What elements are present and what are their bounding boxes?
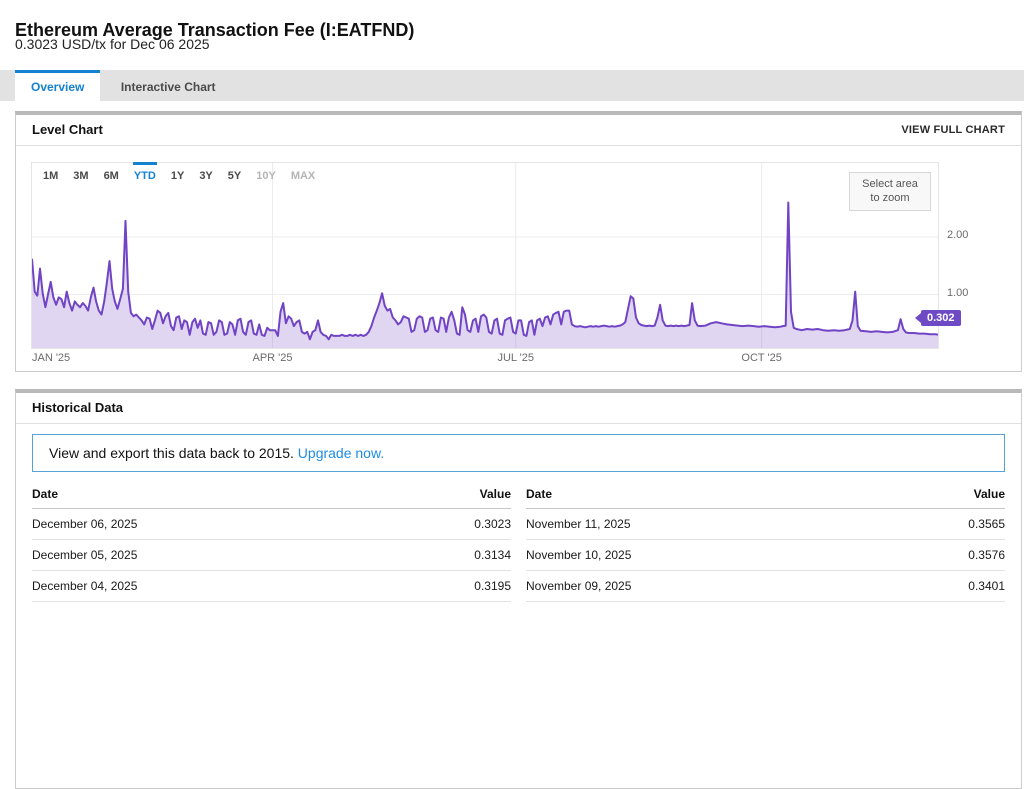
page-subtitle: 0.3023 USD/tx for Dec 06 2025 xyxy=(15,36,210,52)
table-row: December 04, 2025 0.3195 xyxy=(32,570,511,602)
tab-interactive-chart[interactable]: Interactive Chart xyxy=(120,80,216,94)
x-axis-tick-label: APR '25 xyxy=(252,352,293,364)
column-header-date: Date xyxy=(32,478,388,509)
column-header-date: Date xyxy=(526,478,882,509)
chart-wrap: 1M 3M 6M YTD 1Y 3Y 5Y 10Y MAX Select area to zoo… xyxy=(16,146,1021,370)
value-cell: 0.3576 xyxy=(881,539,1005,571)
value-cell: 0.3565 xyxy=(881,508,1005,540)
historical-table-right: Date Value November 11, 2025 0.3565 November… xyxy=(526,478,1005,602)
range-button-10y: 10Y xyxy=(256,170,276,182)
value-cell: 0.3195 xyxy=(387,570,511,602)
upgrade-banner: View and export this data back to 2015. … xyxy=(32,434,1005,472)
column-header-value: Value xyxy=(881,478,1005,509)
x-axis-tick-label: JUL '25 xyxy=(497,352,535,364)
value-cell: 0.3134 xyxy=(387,539,511,571)
historical-table-left: Date Value December 06, 2025 0.3023 December… xyxy=(32,478,511,602)
x-axis-tick-label: JAN '25 xyxy=(32,352,71,364)
level-chart-svg xyxy=(32,163,938,348)
table-row: November 09, 2025 0.3401 xyxy=(526,570,1005,602)
historical-data-title: Historical Data xyxy=(32,400,124,415)
value-cell: 0.3401 xyxy=(881,570,1005,602)
current-value-badge: 0.302 xyxy=(915,310,961,326)
y-axis-tick-label: 1.00 xyxy=(947,286,969,299)
range-button-1y[interactable]: 1Y xyxy=(170,170,185,182)
range-button-3y[interactable]: 3Y xyxy=(199,170,213,182)
table-row: November 10, 2025 0.3576 xyxy=(526,539,1005,571)
tab-bar: Overview Interactive Chart xyxy=(0,70,1024,101)
tab-overview[interactable]: Overview xyxy=(15,70,101,101)
value-cell: 0.3023 xyxy=(387,508,511,540)
table-row: December 05, 2025 0.3134 xyxy=(32,539,511,571)
range-selector: 1M 3M 6M YTD 1Y 3Y 5Y 10Y MAX xyxy=(42,162,329,184)
date-cell: November 10, 2025 xyxy=(526,539,882,571)
level-chart-header: Level Chart VIEW FULL CHART xyxy=(16,115,1021,146)
table-row: December 06, 2025 0.3023 xyxy=(32,508,511,540)
range-button-6m[interactable]: 6M xyxy=(103,170,119,182)
range-button-ytd[interactable]: YTD xyxy=(132,162,157,182)
upgrade-text: View and export this data back to 2015. xyxy=(49,445,294,461)
chart-plot-area[interactable]: 1M 3M 6M YTD 1Y 3Y 5Y 10Y MAX Select area to zoo… xyxy=(31,162,939,349)
table-row: November 11, 2025 0.3565 xyxy=(526,508,1005,540)
range-button-5y[interactable]: 5Y xyxy=(227,170,242,182)
y-axis-tick-label: 2.00 xyxy=(947,229,969,241)
date-cell: November 11, 2025 xyxy=(526,508,882,540)
range-button-1m[interactable]: 1M xyxy=(43,170,59,182)
date-cell: December 05, 2025 xyxy=(32,539,388,571)
view-full-chart-link[interactable]: VIEW FULL CHART xyxy=(901,124,1005,136)
date-cell: December 04, 2025 xyxy=(32,570,388,602)
historical-tables: Date Value December 06, 2025 0.3023 December… xyxy=(16,472,1021,602)
date-cell: November 09, 2025 xyxy=(526,570,882,602)
range-button-max: MAX xyxy=(290,170,316,182)
column-header-value: Value xyxy=(387,478,511,509)
date-cell: December 06, 2025 xyxy=(32,508,388,540)
level-chart-title: Level Chart xyxy=(32,122,103,137)
historical-data-panel: Historical Data View and export this dat… xyxy=(15,389,1022,789)
level-chart-panel: Level Chart VIEW FULL CHART 1M 3M 6M YTD 1Y 3… xyxy=(15,111,1022,372)
range-button-3m[interactable]: 3M xyxy=(73,170,89,182)
page-title: Ethereum Average Transaction Fee (I:EATF… xyxy=(15,20,415,41)
upgrade-now-link[interactable]: Upgrade now. xyxy=(297,445,385,461)
historical-data-header: Historical Data xyxy=(16,393,1021,424)
x-axis-tick-label: OCT '25 xyxy=(741,352,782,364)
zoom-hint: Select area to zoom xyxy=(849,172,931,211)
